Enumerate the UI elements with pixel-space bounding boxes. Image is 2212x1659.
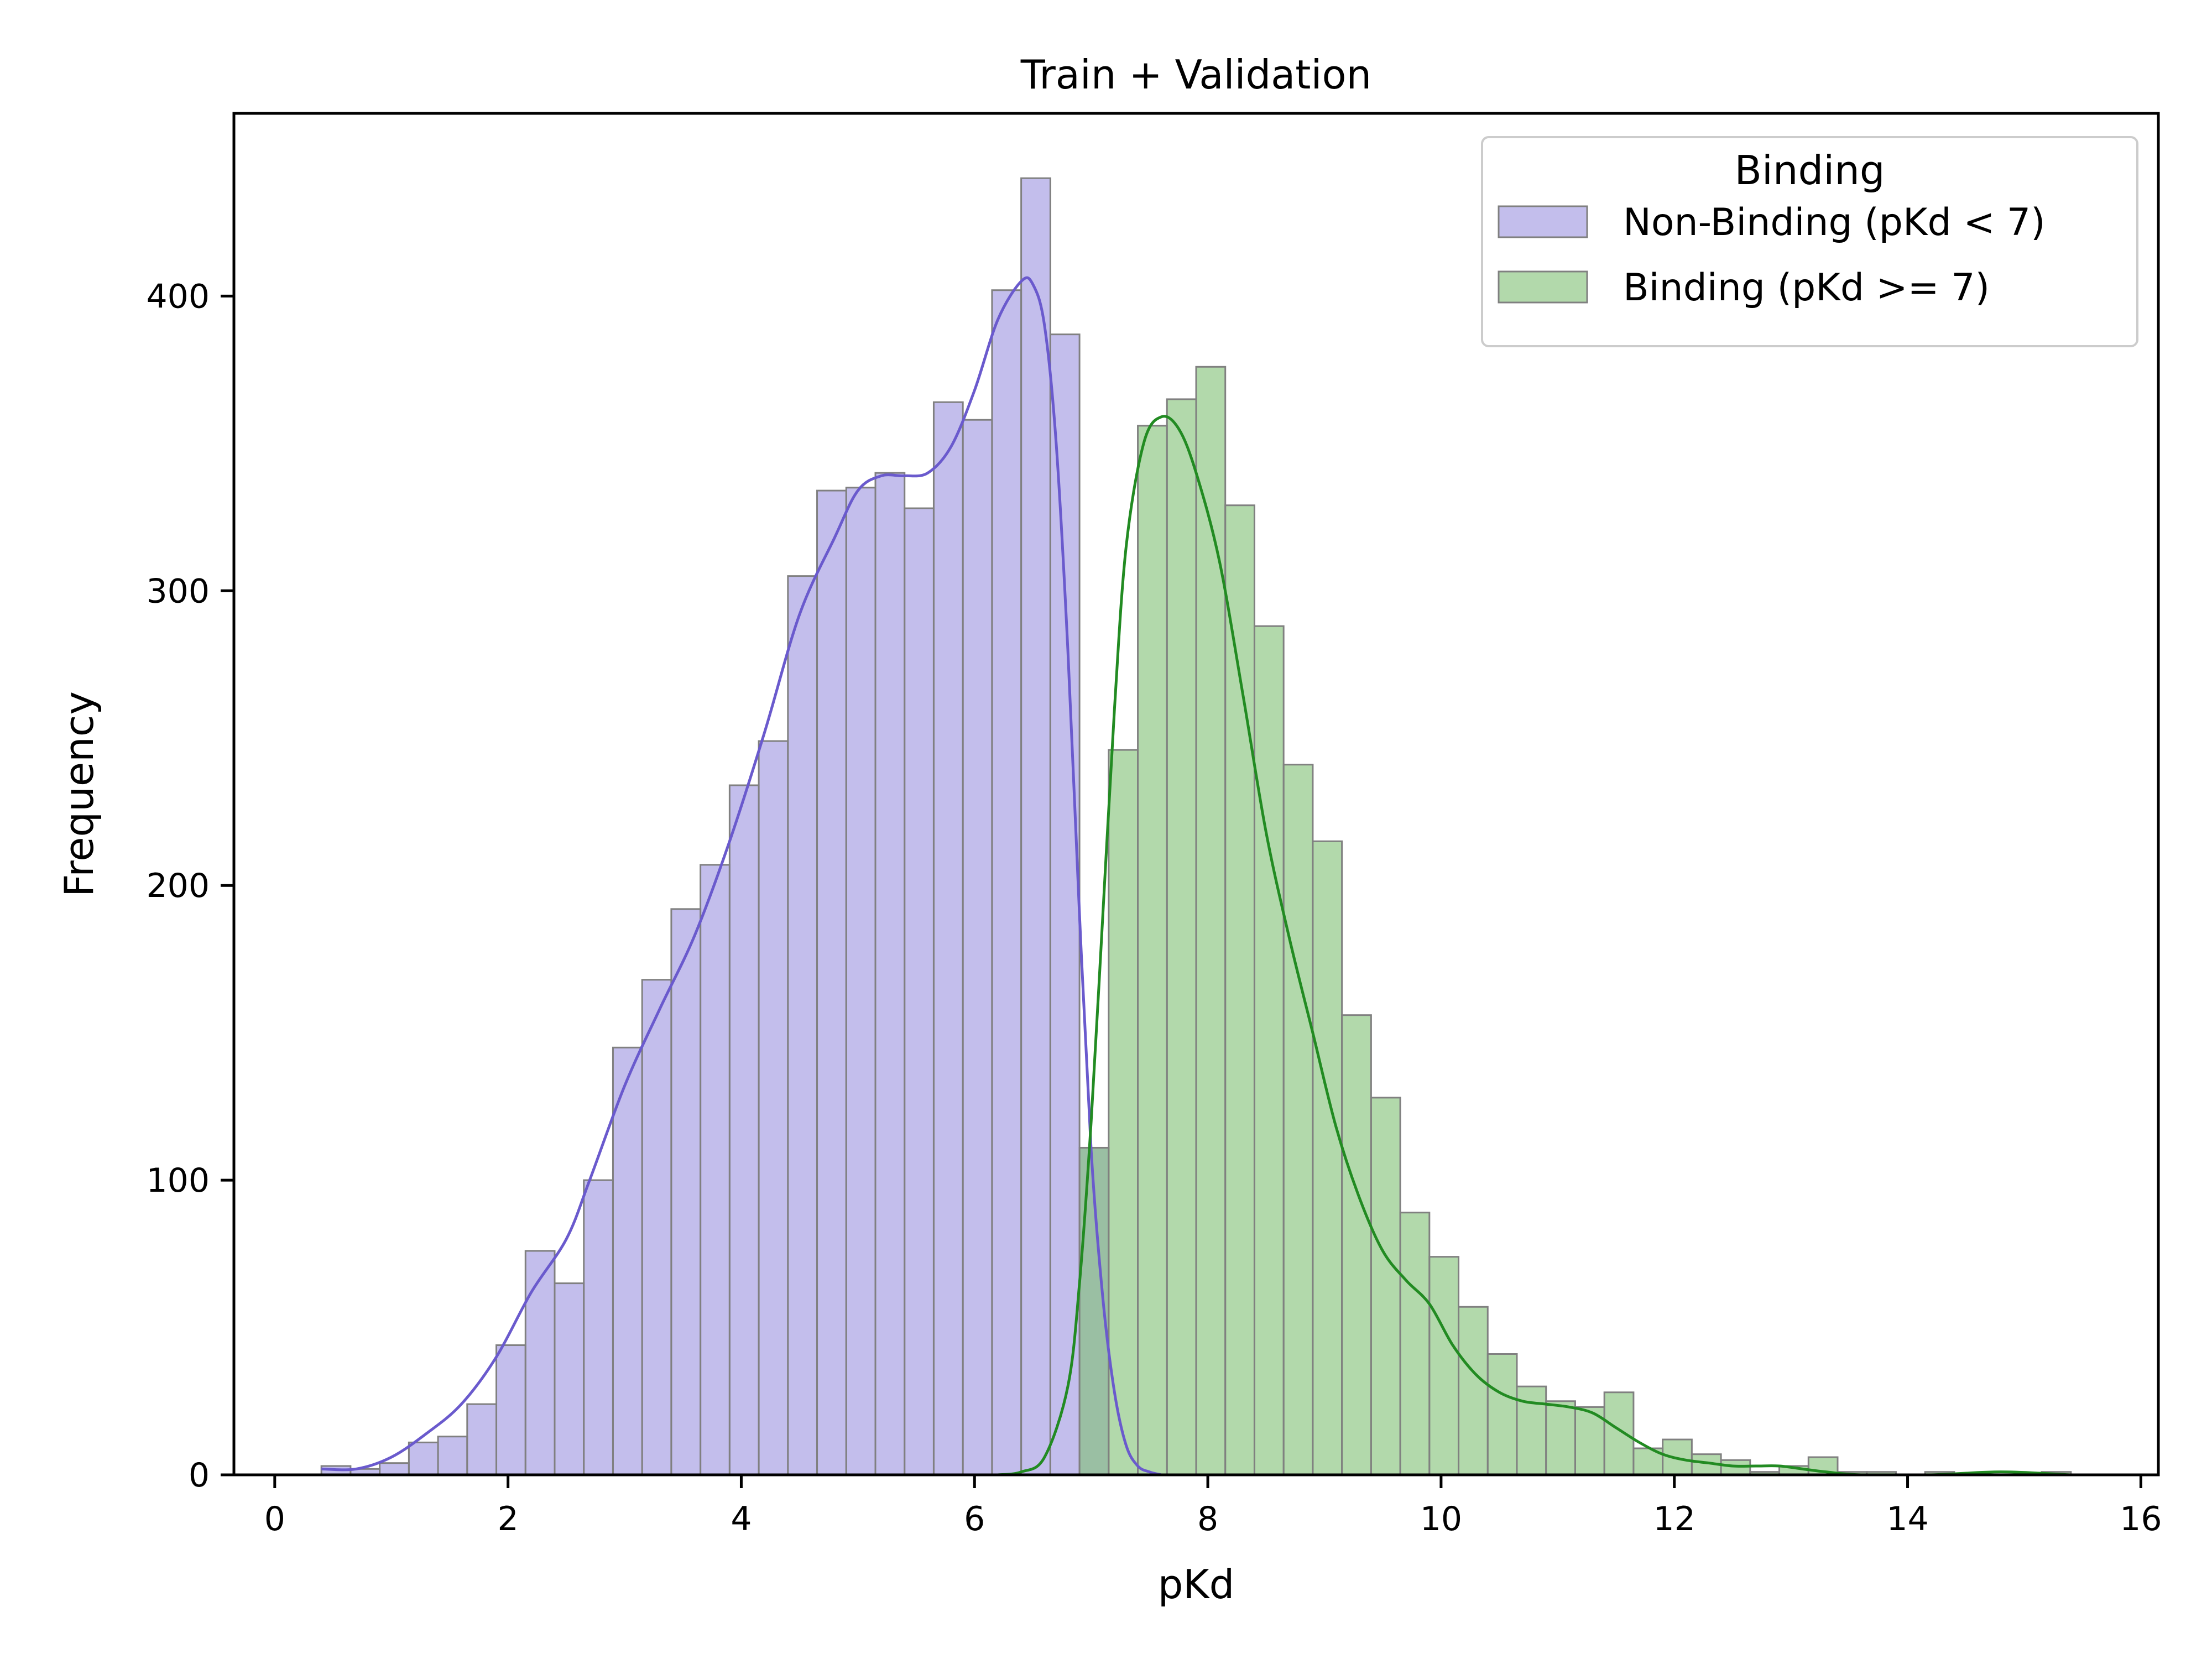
- legend-title: Binding: [1734, 147, 1885, 194]
- bar-binding: [1282, 764, 1314, 1476]
- bar-binding: [1428, 1256, 1460, 1476]
- bar-non-binding: [787, 575, 818, 1476]
- bar-non-binding: [437, 1436, 468, 1476]
- bar-non-binding: [524, 1250, 556, 1476]
- bar-binding: [1108, 749, 1139, 1476]
- bars-layer: [320, 177, 2072, 1476]
- plot-frame: [232, 112, 2160, 1477]
- x-tick-label: 0: [264, 1500, 285, 1538]
- x-tick-label: 14: [1886, 1500, 1928, 1538]
- x-axis-label: pKd: [1158, 1561, 1235, 1608]
- legend-label-binding: Binding (pKd >= 7): [1623, 266, 1990, 310]
- legend: Binding Non-Binding (pKd < 7) Binding (pKd…: [1481, 136, 2138, 347]
- bar-binding: [1458, 1306, 1489, 1476]
- y-tick-label: 300: [146, 572, 210, 611]
- bar-binding: [1137, 425, 1168, 1476]
- y-axis: 0 100 200 300 400: [146, 277, 234, 1495]
- bar-binding: [1370, 1097, 1401, 1476]
- x-tick-label: 12: [1653, 1500, 1695, 1538]
- y-tick-label: 100: [146, 1161, 210, 1200]
- x-tick-label: 8: [1197, 1500, 1218, 1538]
- bar-non-binding: [1049, 333, 1081, 1476]
- bar-non-binding: [991, 289, 1022, 1476]
- bar-non-binding: [583, 1179, 614, 1476]
- y-axis-label: Frequency: [56, 691, 102, 897]
- bar-non-binding: [845, 487, 877, 1476]
- bar-non-binding: [874, 472, 906, 1476]
- x-tick-label: 2: [498, 1500, 519, 1538]
- bar-binding: [1486, 1353, 1518, 1476]
- bar-binding: [1312, 840, 1343, 1476]
- y-tick-label: 200: [146, 867, 210, 905]
- x-axis: 0 2 4 6 8 10 12 14 16: [264, 1475, 2162, 1538]
- bar-binding: [1545, 1400, 1576, 1476]
- bar-non-binding: [758, 740, 789, 1476]
- legend-swatch-binding: [1498, 270, 1588, 304]
- bar-binding: [1224, 504, 1255, 1476]
- bar-binding: [1603, 1391, 1635, 1476]
- x-tick-label: 10: [1420, 1500, 1462, 1538]
- bar-non-binding: [408, 1441, 439, 1476]
- bar-non-binding: [932, 401, 964, 1476]
- kde-layer: [321, 276, 2071, 1477]
- y-tick-label: 400: [146, 277, 210, 316]
- bar-non-binding: [495, 1344, 526, 1476]
- bar-binding: [1195, 366, 1227, 1476]
- bar-binding: [1341, 1014, 1372, 1476]
- bar-non-binding: [379, 1462, 410, 1476]
- chart-title: Train + Validation: [1020, 51, 1371, 98]
- legend-box: [1481, 136, 2138, 347]
- x-tick-label: 16: [2120, 1500, 2162, 1538]
- bar-non-binding: [466, 1403, 498, 1476]
- legend-label-non-binding: Non-Binding (pKd < 7): [1623, 201, 2046, 244]
- x-tick-label: 4: [731, 1500, 752, 1538]
- bar-non-binding: [904, 507, 935, 1476]
- x-tick-label: 6: [964, 1500, 985, 1538]
- bar-non-binding: [612, 1046, 643, 1476]
- bar-non-binding: [962, 419, 993, 1476]
- bar-non-binding: [554, 1282, 585, 1476]
- y-tick-label: 0: [189, 1456, 210, 1495]
- bar-non-binding: [641, 979, 672, 1476]
- bar-binding: [1399, 1212, 1431, 1476]
- bar-non-binding: [816, 489, 847, 1476]
- kde-line-binding: [998, 415, 2071, 1477]
- bar-non-binding: [670, 908, 702, 1476]
- bar-non-binding: [1020, 177, 1051, 1476]
- legend-swatch-non-binding: [1498, 205, 1588, 238]
- bar-binding: [1166, 398, 1197, 1476]
- bar-non-binding: [728, 784, 760, 1476]
- bar-non-binding: [700, 864, 731, 1476]
- bar-binding: [1253, 625, 1285, 1476]
